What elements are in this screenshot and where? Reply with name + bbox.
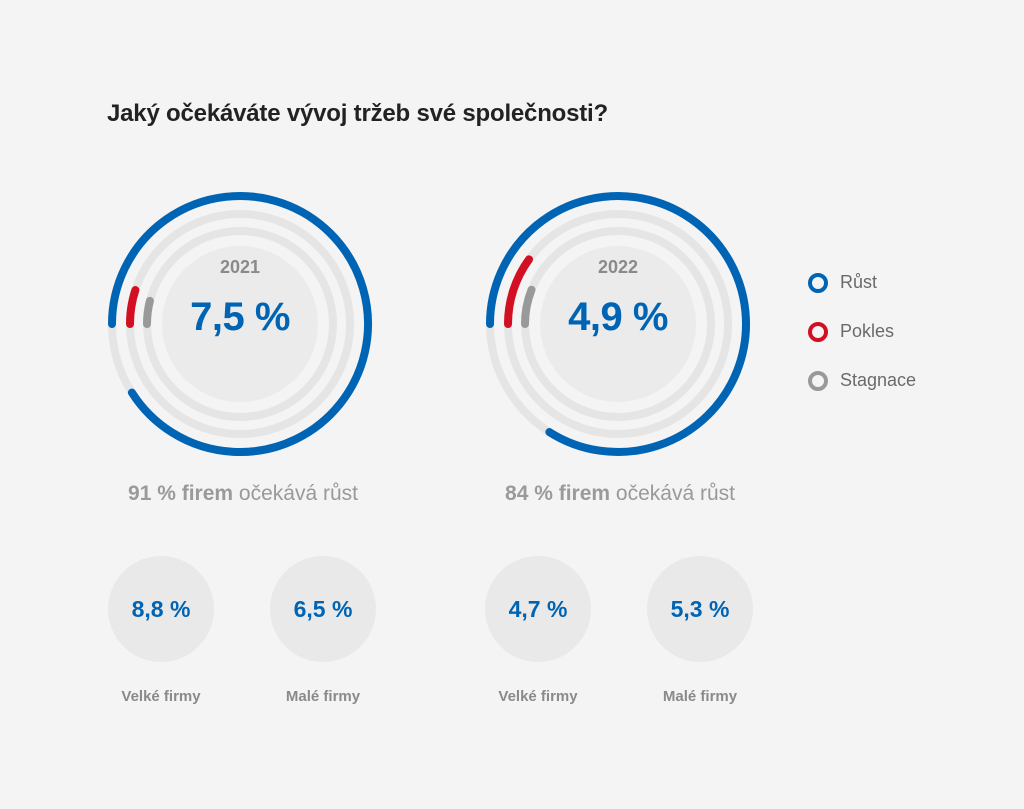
decline-arc (504, 255, 534, 328)
small-firms-value: 6,5 % (270, 556, 376, 662)
large-firms-label: Velké firmy (121, 688, 201, 705)
page-title: Jaký očekáváte vývoj tržeb své společnos… (107, 100, 608, 127)
caption-text: očekává růst (610, 482, 735, 505)
growth-caption: 84 % firem očekává růst (485, 482, 755, 506)
chart-year: 2022 (597, 257, 639, 277)
legend-label: Růst (840, 272, 878, 292)
legend-item-decline: Pokles (808, 307, 916, 356)
growth-arc (486, 192, 750, 456)
ring-center (162, 246, 318, 402)
decline-arc (126, 286, 140, 328)
average-growth-value: 4,9 % (568, 295, 668, 339)
legend-dot-icon (808, 370, 828, 391)
small-firms-value: 5,3 % (647, 556, 753, 662)
caption-bold: 84 % firem (505, 482, 611, 505)
legend-item-stagnation: Stagnace (808, 356, 916, 405)
stagnation-arc (521, 285, 536, 328)
legend-label: Stagnace (840, 370, 917, 390)
large-firms-value: 8,8 % (108, 556, 214, 662)
large-firms-label: Velké firmy (498, 688, 578, 705)
average-growth-value: 7,5 % (190, 295, 290, 339)
caption-text: očekává růst (233, 482, 358, 505)
large-firms-value: 4,7 % (485, 556, 591, 662)
ring-chart-2022: 2022 4,9 % (483, 189, 753, 459)
growth-caption: 91 % firem očekává růst (108, 482, 378, 506)
ring-chart-svg (486, 192, 750, 456)
legend-dot-icon (808, 272, 828, 293)
legend: Růst Pokles Stagnace (808, 258, 916, 405)
small-firms-label: Malé firmy (285, 688, 361, 705)
ring-center (540, 246, 696, 402)
caption-bold: 91 % firem (128, 482, 234, 505)
stagnation-arc (143, 296, 154, 328)
legend-item-growth: Růst (808, 258, 916, 307)
legend-label: Pokles (840, 321, 895, 341)
legend-dot-icon (808, 321, 828, 342)
growth-arc (108, 192, 372, 456)
ring-chart-2021: 2021 7,5 % (105, 189, 375, 459)
chart-year: 2021 (219, 257, 261, 277)
ring-chart-svg (108, 192, 372, 456)
small-firms-label: Malé firmy (662, 688, 738, 705)
